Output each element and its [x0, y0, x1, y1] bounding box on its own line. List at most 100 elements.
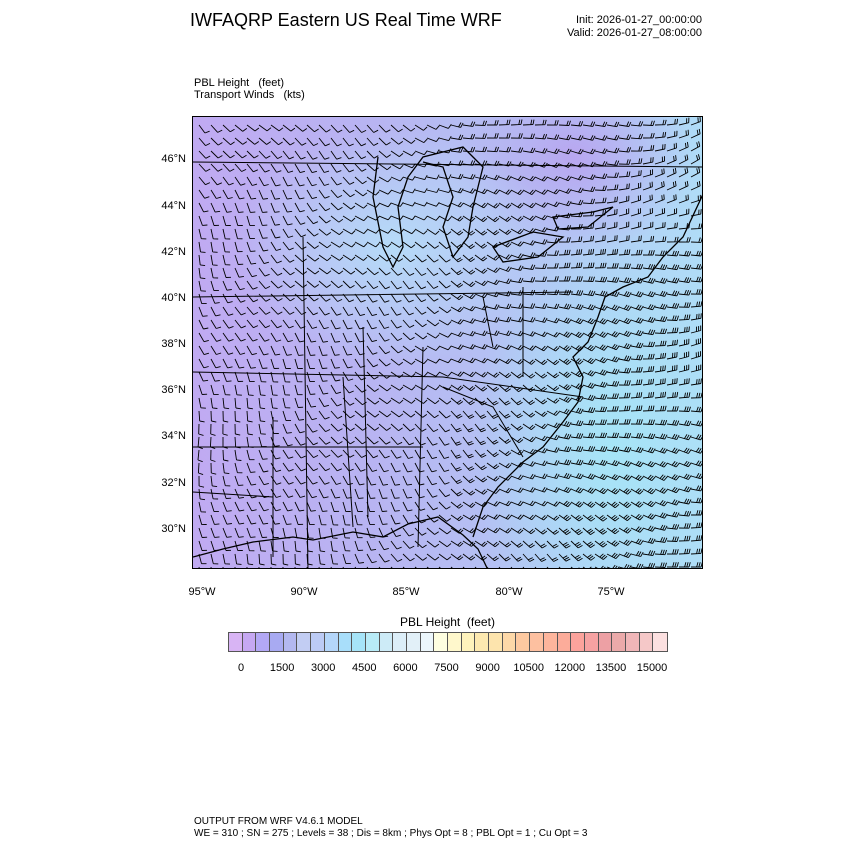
wind-barb: [498, 410, 511, 419]
wind-barb: [450, 280, 464, 288]
wind-barb: [198, 332, 209, 343]
wind-barb: [294, 202, 305, 213]
wind-barb: [402, 293, 414, 303]
wind-barb: [414, 174, 428, 181]
wind-barb: [378, 540, 389, 551]
wind-barb: [582, 527, 595, 535]
wind-barb: [258, 306, 271, 315]
wind-barb: [426, 254, 439, 263]
wind-barb: [618, 183, 630, 191]
wind-barb: [691, 510, 702, 516]
wind-barb: [354, 540, 364, 551]
wind-barb: [594, 381, 608, 388]
colorbar-swatch: [297, 633, 312, 651]
wind-barb: [498, 303, 512, 310]
wind-barb: [366, 566, 369, 568]
wind-barb: [354, 267, 368, 275]
wind-barb: [354, 566, 357, 568]
wind-barb: [378, 254, 392, 262]
wind-barb: [630, 354, 644, 361]
wind-barb: [342, 189, 355, 198]
wind-barb: [618, 330, 632, 337]
colorbar-swatch: [516, 633, 531, 651]
wind-barb: [570, 446, 584, 452]
wind-barb: [282, 137, 295, 146]
wind-barb: [342, 267, 356, 275]
wind-barb: [594, 185, 607, 191]
wind-barb: [270, 254, 282, 264]
wind-barb: [570, 199, 584, 206]
wind-barb: [282, 254, 295, 263]
wind-barb: [354, 501, 363, 513]
wind-barb: [330, 332, 340, 343]
lat-label: 30°N: [161, 523, 186, 535]
wind-barb: [198, 514, 207, 526]
wind-barb: [366, 358, 379, 368]
wind-barb: [306, 553, 313, 566]
wind-barb: [498, 449, 512, 457]
wind-barb: [438, 319, 452, 326]
wind-barb: [390, 371, 404, 378]
wind-barb: [546, 289, 560, 296]
wind-barb: [450, 254, 463, 263]
wind-barb: [342, 423, 355, 432]
wind-barb: [618, 355, 632, 362]
wind-barb: [222, 358, 233, 369]
wind-barb: [462, 462, 475, 471]
wind-barb: [234, 202, 244, 213]
wind-barb: [342, 306, 354, 316]
wind-barb: [222, 254, 231, 266]
wind-barb: [270, 358, 280, 369]
wind-barb: [630, 550, 644, 557]
wind-barb: [678, 264, 692, 270]
wind-barb: [618, 121, 632, 127]
wind-barb: [366, 540, 377, 551]
wind-barb: [474, 241, 488, 249]
wind-barb: [618, 235, 630, 243]
wind-barb: [366, 189, 380, 196]
wind-barb: [210, 228, 219, 240]
wind-barb: [654, 405, 667, 412]
wind-barb: [402, 150, 416, 157]
great-lakes: [372, 146, 614, 269]
wind-barb: [546, 473, 560, 479]
wind-barb: [402, 201, 416, 207]
wind-barb: [678, 141, 689, 152]
wind-barb: [450, 462, 462, 472]
wind-barb: [522, 331, 536, 337]
wind-barb: [654, 208, 666, 217]
wind-barbs: [197, 117, 702, 568]
wind-barb: [234, 566, 236, 568]
wind-barb: [570, 420, 584, 427]
colorbar-label: 13500: [595, 662, 627, 674]
wind-barb: [198, 189, 210, 199]
wind-barb: [678, 498, 692, 505]
wind-barb: [582, 161, 596, 168]
wind-barb: [522, 240, 536, 246]
wind-barb: [210, 410, 217, 423]
wind-barb: [510, 290, 524, 296]
wind-barb: [618, 249, 631, 256]
wind-barb: [450, 201, 464, 208]
wind-barb: [630, 121, 644, 127]
wind-barb: [546, 134, 560, 140]
wind-barb: [354, 397, 367, 406]
wind-barb: [522, 461, 536, 467]
wind-barb: [486, 267, 500, 273]
wind-barb: [306, 371, 315, 383]
wind-barb: [450, 267, 463, 276]
wind-barb: [246, 475, 257, 486]
wind-barb: [366, 267, 379, 276]
wind-barb: [270, 306, 283, 315]
wind-barb: [522, 540, 535, 549]
map-panel: [192, 116, 703, 569]
wind-barb: [462, 384, 476, 392]
wind-barb: [270, 384, 278, 396]
wind-barb: [390, 514, 401, 525]
wind-barb: [642, 316, 656, 323]
wind-barb: [390, 176, 404, 182]
wind-barb: [630, 488, 644, 495]
time-info: Init: 2026-01-27_00:00:00 Valid: 2026-01…: [567, 14, 702, 40]
wind-barb: [222, 280, 232, 291]
wind-barb: [690, 117, 701, 126]
